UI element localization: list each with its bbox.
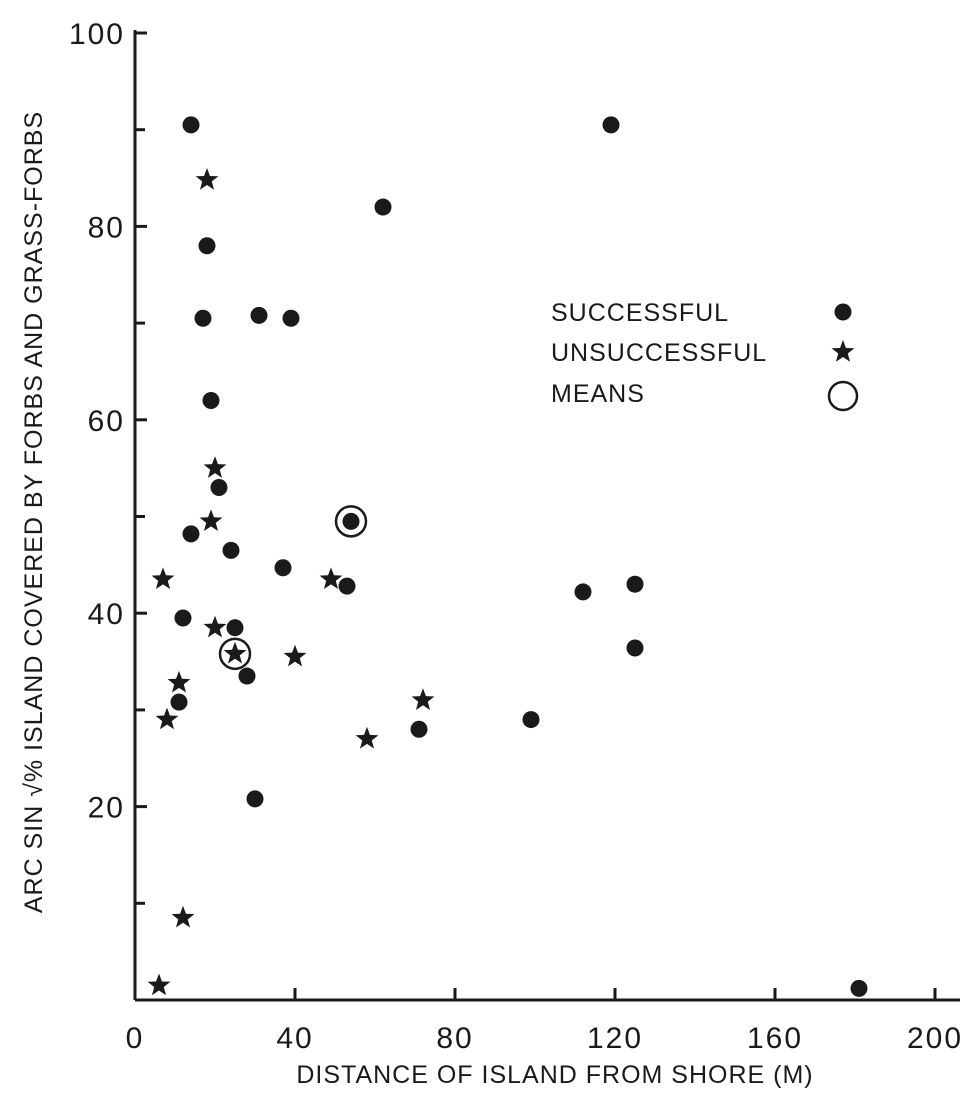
successful-point bbox=[626, 639, 644, 657]
successful-point bbox=[626, 575, 644, 593]
ticks: 0 40 80 120 160 200 20 40 60 80 100 bbox=[69, 18, 963, 1055]
unsuccessful-point bbox=[167, 670, 191, 693]
successful-point bbox=[222, 541, 240, 559]
successful-point bbox=[198, 237, 216, 255]
successful-point bbox=[410, 720, 428, 738]
y-tick-label: 60 bbox=[88, 405, 125, 438]
y-tick-label: 20 bbox=[88, 792, 125, 825]
successful-point bbox=[522, 711, 540, 729]
successful-point bbox=[246, 790, 264, 808]
successful-point bbox=[194, 309, 212, 327]
unsuccessful-point bbox=[155, 707, 179, 730]
y-axis-label: ARC SIN √% ISLAND COVERED BY FORBS AND G… bbox=[20, 111, 48, 913]
x-tick-label: 160 bbox=[747, 1022, 803, 1055]
mean-marker bbox=[334, 505, 368, 538]
successful-point bbox=[182, 116, 200, 134]
legend-label: MEANS bbox=[551, 380, 645, 408]
mean-marker bbox=[218, 637, 252, 671]
x-axis-label: DISTANCE OF ISLAND FROM SHORE (M) bbox=[296, 1061, 813, 1089]
successful-point bbox=[170, 693, 188, 711]
successful-point bbox=[274, 559, 292, 577]
successful-point bbox=[174, 609, 192, 627]
y-tick-label: 40 bbox=[88, 598, 125, 631]
legend-circle-marker bbox=[827, 380, 859, 412]
successful-point bbox=[850, 979, 868, 997]
successful-point bbox=[202, 391, 220, 409]
mean-marker-inner bbox=[342, 512, 360, 530]
unsuccessful-point bbox=[203, 615, 227, 638]
unsuccessful-point bbox=[151, 567, 175, 590]
unsuccessful-point bbox=[203, 456, 227, 478]
successful-point bbox=[282, 309, 300, 327]
unsuccessful-point bbox=[147, 973, 171, 996]
legend-star-marker bbox=[831, 340, 855, 362]
successful-point bbox=[226, 619, 244, 637]
unsuccessful-point bbox=[355, 726, 379, 749]
successful-point bbox=[238, 667, 256, 685]
legend-label: UNSUCCESSFUL bbox=[551, 339, 767, 367]
unsuccessful-point bbox=[319, 567, 343, 590]
successful-point bbox=[182, 525, 200, 543]
unsuccessful-point bbox=[283, 644, 307, 667]
unsuccessful-point bbox=[411, 688, 435, 710]
successful-point bbox=[250, 306, 268, 324]
axes bbox=[133, 30, 960, 1002]
successful-point bbox=[338, 577, 356, 595]
unsuccessful-point bbox=[171, 905, 195, 928]
data-points bbox=[147, 116, 868, 997]
legend: SUCCESSFUL UNSUCCESSFUL MEANS bbox=[551, 299, 859, 412]
successful-point bbox=[374, 198, 392, 216]
legend-dot-marker bbox=[834, 303, 852, 321]
x-tick-label: 120 bbox=[587, 1022, 643, 1055]
successful-point bbox=[210, 478, 228, 496]
mean-marker-inner bbox=[223, 641, 247, 664]
x-tick-label: 40 bbox=[276, 1022, 313, 1055]
unsuccessful-point bbox=[199, 509, 223, 532]
x-tick-label: 0 bbox=[126, 1022, 145, 1055]
successful-point bbox=[574, 583, 592, 601]
legend-label: SUCCESSFUL bbox=[551, 299, 729, 327]
unsuccessful-point bbox=[195, 167, 219, 190]
successful-point bbox=[602, 116, 620, 134]
x-tick-label: 200 bbox=[907, 1022, 963, 1055]
x-tick-label: 80 bbox=[436, 1022, 473, 1055]
y-tick-label: 100 bbox=[69, 18, 125, 51]
y-tick-label: 80 bbox=[88, 211, 125, 244]
